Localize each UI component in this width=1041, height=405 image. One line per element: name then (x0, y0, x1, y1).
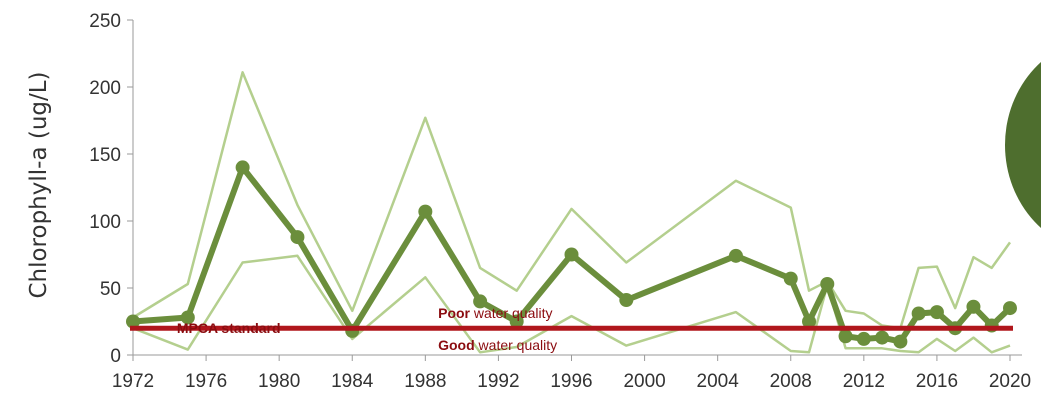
y-tick-group: 0 50 100 150 200 250 (89, 11, 133, 367)
mean-point (820, 276, 835, 291)
good-label-bold: Good (438, 337, 475, 353)
poor-water-quality-label: Poor water quality (438, 305, 552, 321)
mean-point (875, 330, 890, 345)
mean-point (126, 314, 140, 329)
x-tick-label: 1984 (331, 371, 374, 392)
x-tick-label: 2004 (697, 371, 740, 392)
x-tick-label: 1980 (258, 371, 300, 392)
x-tick-label: 2008 (770, 371, 812, 392)
x-tick-label: 1996 (550, 371, 592, 392)
mean-point (893, 334, 908, 349)
mean-point (929, 305, 944, 320)
x-tick-label: 2000 (623, 371, 665, 392)
y-tick-label: 100 (89, 212, 121, 233)
mean-point (783, 271, 798, 286)
x-tick-label: 1976 (185, 371, 227, 392)
mean-point (509, 314, 524, 329)
y-axis-label: Chlorophyll-a (ug/L) (26, 71, 52, 298)
mean-line-group (126, 160, 1017, 349)
x-tick-label: 1992 (477, 371, 519, 392)
mean-point (966, 299, 981, 314)
y-tick-label: 0 (110, 346, 121, 367)
good-label-rest: water quality (475, 337, 557, 353)
decorative-green-circle (1005, 62, 1041, 228)
mean-point (911, 306, 926, 321)
x-tick-label: 1972 (112, 371, 154, 392)
poor-label-bold: Poor (438, 305, 470, 321)
mean-point (856, 331, 871, 346)
mean-point (564, 247, 579, 262)
y-tick-label: 250 (89, 11, 121, 32)
range-line-upper (132, 71, 1012, 330)
y-tick-label: 50 (100, 279, 121, 300)
range-lines-group (132, 71, 1012, 354)
mean-point (290, 230, 305, 245)
poor-label-rest: water quality (470, 305, 552, 321)
y-tick-label: 150 (89, 145, 121, 166)
x-tick-label: 2012 (843, 371, 885, 392)
mean-point (619, 293, 634, 308)
mean-point (728, 248, 743, 263)
good-water-quality-label: Good water quality (438, 337, 557, 353)
mean-point (473, 294, 488, 309)
range-line-lower (132, 254, 1011, 354)
mean-point (235, 160, 250, 175)
x-tick-label: 1988 (404, 371, 446, 392)
mean-point (180, 310, 195, 325)
standard-label: MPCA standard (177, 320, 281, 336)
x-tick-label: 2016 (916, 371, 958, 392)
mean-point (1003, 301, 1017, 316)
x-tick-label: 2020 (989, 371, 1031, 392)
mean-point (838, 329, 853, 344)
y-tick-label: 200 (89, 78, 121, 99)
mean-point (418, 204, 433, 219)
x-tick-group: 1972 1976 1980 1984 1988 1992 1996 2000 2004 2008… (112, 355, 1031, 392)
mean-point (802, 314, 817, 329)
